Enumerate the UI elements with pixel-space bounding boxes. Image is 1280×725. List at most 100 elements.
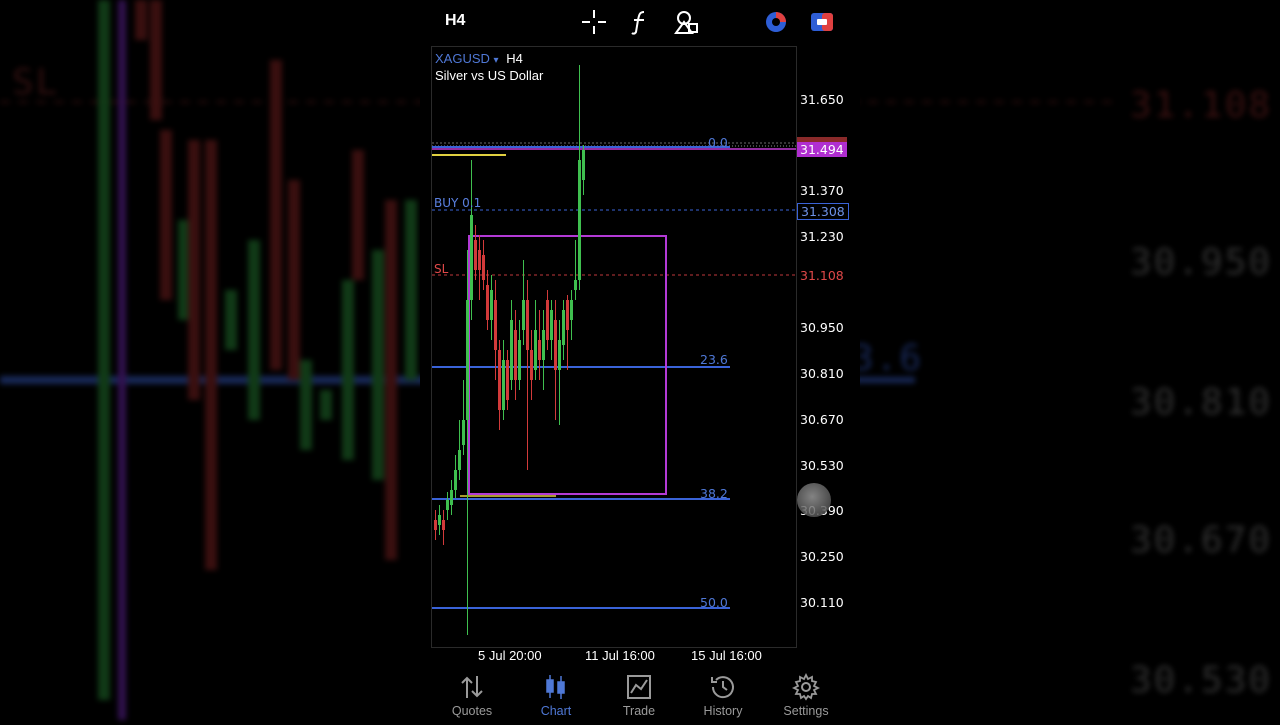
candlestick	[506, 350, 509, 410]
background-price-label: 30.950	[1130, 242, 1273, 283]
background-sl-label: SL	[12, 62, 60, 103]
background-price-label: 30.810	[1130, 382, 1273, 423]
settings-icon	[791, 672, 821, 701]
candlestick	[490, 275, 493, 340]
nav-quotes[interactable]: Quotes	[432, 672, 512, 718]
background-candlestick	[188, 140, 200, 400]
candlestick	[510, 300, 513, 390]
background-candlestick	[372, 250, 384, 480]
candlestick	[562, 300, 565, 360]
sl-price-tag: 31.108	[800, 268, 844, 283]
nav-label: Quotes	[451, 704, 493, 718]
objects-icon[interactable]	[672, 8, 700, 36]
fib-level-label: 38.2	[700, 486, 728, 501]
one-click-trade-icon[interactable]	[762, 8, 790, 36]
candlestick	[454, 455, 457, 498]
stop-loss-label[interactable]: SL	[434, 262, 449, 276]
price-tick: 31.650	[800, 92, 844, 107]
candlestick	[514, 310, 517, 400]
candlestick	[550, 300, 553, 360]
price-tick: 30.530	[800, 458, 844, 473]
bottom-navigation: Quotes Chart Trade Histor	[420, 668, 860, 720]
price-chart[interactable]	[420, 0, 860, 668]
current-price-tag: 31.494	[797, 142, 847, 157]
chart-toolbar: H4	[420, 0, 860, 44]
time-tick: 15 Jul 16:00	[691, 648, 762, 663]
quotes-icon	[461, 676, 483, 698]
background-candlestick	[135, 0, 147, 40]
candlestick	[546, 290, 549, 350]
symbol-timeframe: H4	[506, 51, 523, 66]
background-fib-label: 3.6	[852, 338, 924, 379]
fib-level-label: 23.6	[700, 352, 728, 367]
candlestick	[482, 240, 485, 290]
touch-indicator	[797, 483, 831, 517]
candlestick	[498, 340, 501, 430]
time-tick: 5 Jul 20:00	[478, 648, 542, 663]
nav-chart[interactable]: Chart	[516, 672, 596, 718]
background-candlestick	[150, 0, 162, 120]
time-tick: 11 Jul 16:00	[585, 648, 655, 663]
background-price-label: 30.670	[1130, 520, 1273, 561]
price-tick: 30.250	[800, 549, 844, 564]
account-icon[interactable]	[808, 8, 836, 36]
candlestick	[486, 270, 489, 330]
nav-settings[interactable]: Settings	[766, 672, 846, 718]
symbol-description: Silver vs US Dollar	[435, 68, 544, 83]
ask-marker	[797, 137, 847, 143]
candlestick	[470, 160, 473, 320]
background-candlestick	[320, 390, 332, 420]
buy-order-label[interactable]: BUY 0.1	[434, 196, 482, 210]
price-tick: 30.950	[800, 320, 844, 335]
background-candlestick	[352, 150, 364, 280]
symbol-header[interactable]: XAGUSD ▾ H4	[435, 51, 523, 66]
background-candlestick	[405, 200, 417, 380]
candlestick	[526, 280, 529, 470]
candlestick	[502, 340, 505, 420]
candlestick	[530, 330, 533, 400]
fib-level-label: 0.0	[708, 135, 728, 150]
candlestick	[474, 225, 477, 280]
crosshair-icon[interactable]	[580, 8, 608, 36]
background-candlestick	[300, 360, 312, 450]
candlestick	[578, 65, 581, 290]
nav-label: Settings	[783, 704, 829, 718]
candlestick	[554, 300, 557, 420]
candlestick	[442, 510, 445, 545]
fib-level-label: 50.0	[700, 595, 728, 610]
nav-history[interactable]: History	[683, 672, 763, 718]
background-price-label: 31.108	[1130, 85, 1273, 126]
nav-trade[interactable]: Trade	[599, 672, 679, 718]
background-price-label: 30.530	[1130, 660, 1273, 701]
candlestick	[466, 250, 469, 635]
background-candlestick	[288, 180, 300, 380]
candlestick	[522, 260, 525, 345]
price-tick: 31.370	[800, 183, 844, 198]
price-tick: 31.230	[800, 229, 844, 244]
nav-label: Chart	[540, 704, 572, 718]
candlestick	[538, 310, 541, 380]
chart-area[interactable]	[431, 46, 797, 648]
background-candlestick	[160, 130, 172, 300]
candlestick	[582, 145, 585, 195]
trade-icon	[627, 675, 651, 699]
background-box-edge	[118, 0, 126, 720]
timeframe-button[interactable]: H4	[445, 12, 466, 29]
function-icon[interactable]	[626, 8, 654, 36]
candlestick	[570, 290, 573, 340]
buy-price-tag: 31.308	[797, 203, 849, 220]
background-candlestick	[178, 220, 190, 320]
history-icon	[711, 676, 734, 699]
candlestick	[462, 380, 465, 455]
background-candlestick	[342, 280, 354, 460]
symbol-name: XAGUSD	[435, 51, 490, 66]
background-candlestick	[225, 290, 237, 350]
phone-screen: H4	[420, 0, 860, 720]
candlestick	[450, 480, 453, 515]
chart-icon	[546, 675, 565, 699]
candlestick	[566, 295, 569, 370]
candlestick	[534, 300, 537, 380]
symbol-caret-icon: ▾	[493, 55, 499, 66]
